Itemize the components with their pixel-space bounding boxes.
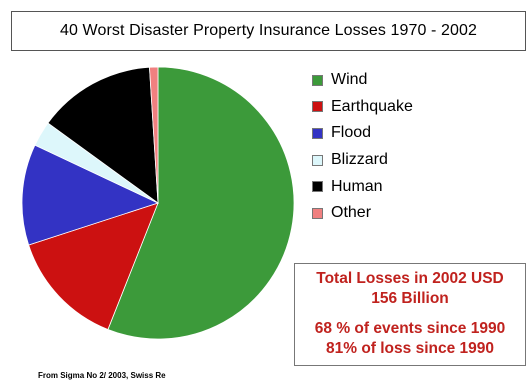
legend-label-blizzard: Blizzard [331, 151, 388, 169]
legend-item: Flood [312, 120, 413, 147]
summary-box: Total Losses in 2002 USD 156 Billion 68 … [294, 263, 526, 366]
pie-slice-other [149, 66, 159, 204]
legend-swatch-wind [312, 74, 323, 86]
legend-label-flood: Flood [331, 124, 372, 142]
legend-item: Wind [312, 67, 413, 94]
legend-swatch-human [312, 181, 323, 193]
legend-label-earthquake: Earthquake [331, 97, 413, 115]
legend-item: Blizzard [312, 147, 413, 174]
summary-events-stat: 68 % of events since 1990 [314, 320, 506, 337]
summary-loss-stat: 81% of loss since 1990 [325, 340, 494, 357]
legend-swatch-blizzard [312, 154, 323, 166]
legend-item: Human [312, 173, 413, 200]
legend-label-human: Human [331, 177, 383, 195]
legend-item: Earthquake [312, 94, 413, 121]
legend-swatch-earthquake [312, 101, 323, 113]
legend-swatch-other [312, 207, 323, 219]
pie-slice-flood [21, 144, 160, 246]
legend-label-other: Other [331, 204, 372, 222]
legend: Wind Earthquake Flood Blizzard Human Oth… [312, 67, 413, 227]
summary-total-value: 156 Billion [371, 290, 449, 307]
pie-slice-wind [107, 66, 295, 340]
source-note: From Sigma No 2/ 2003, Swiss Re [38, 371, 166, 380]
legend-item: Other [312, 200, 413, 227]
legend-label-wind: Wind [331, 71, 368, 89]
chart-title: 40 Worst Disaster Property Insurance Los… [11, 11, 526, 51]
summary-total-label: Total Losses in 2002 USD [316, 270, 504, 287]
legend-swatch-flood [312, 127, 323, 139]
pie-slice-human [47, 66, 159, 204]
